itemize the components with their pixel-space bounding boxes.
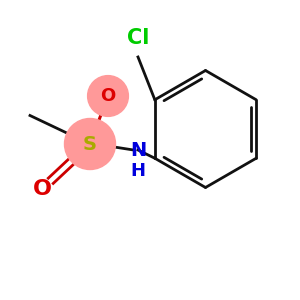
Text: N: N [130,140,146,160]
Circle shape [88,76,128,116]
Text: H: H [130,162,146,180]
Text: O: O [32,179,52,199]
Text: S: S [83,134,97,154]
Circle shape [64,118,116,169]
Text: O: O [100,87,116,105]
Text: Cl: Cl [127,28,149,48]
